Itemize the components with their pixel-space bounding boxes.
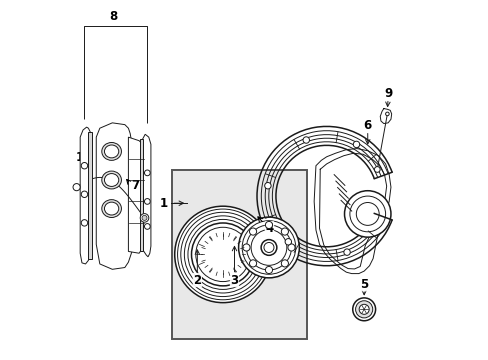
- Circle shape: [374, 167, 379, 172]
- Circle shape: [238, 217, 299, 278]
- Ellipse shape: [102, 200, 121, 217]
- Text: 8: 8: [109, 10, 117, 23]
- Polygon shape: [80, 127, 90, 264]
- Circle shape: [264, 183, 270, 189]
- Circle shape: [243, 244, 249, 251]
- Circle shape: [249, 228, 256, 235]
- Circle shape: [343, 249, 349, 255]
- Ellipse shape: [102, 143, 121, 160]
- Circle shape: [358, 304, 368, 314]
- Circle shape: [144, 199, 150, 204]
- Circle shape: [349, 196, 385, 232]
- Circle shape: [73, 184, 80, 191]
- Text: 5: 5: [359, 278, 367, 291]
- Ellipse shape: [104, 145, 119, 158]
- Polygon shape: [96, 123, 132, 269]
- Circle shape: [81, 220, 87, 226]
- Text: 1: 1: [160, 197, 168, 210]
- Circle shape: [144, 170, 150, 176]
- Circle shape: [261, 240, 276, 255]
- Circle shape: [355, 301, 372, 318]
- Circle shape: [142, 215, 147, 220]
- Circle shape: [249, 260, 256, 267]
- Ellipse shape: [104, 174, 119, 186]
- Text: 6: 6: [363, 119, 371, 132]
- Circle shape: [174, 206, 271, 303]
- Circle shape: [140, 213, 148, 222]
- Circle shape: [264, 243, 273, 252]
- Text: 9: 9: [383, 87, 391, 100]
- Circle shape: [356, 203, 378, 225]
- Text: 2: 2: [193, 274, 201, 287]
- Ellipse shape: [104, 202, 119, 215]
- Circle shape: [281, 260, 288, 267]
- Circle shape: [144, 224, 150, 229]
- Polygon shape: [313, 149, 390, 274]
- Circle shape: [265, 221, 272, 229]
- Text: 10: 10: [76, 151, 92, 165]
- Polygon shape: [142, 134, 151, 257]
- Text: 4: 4: [265, 222, 273, 235]
- Ellipse shape: [102, 171, 121, 189]
- Circle shape: [352, 298, 375, 321]
- Circle shape: [344, 191, 390, 237]
- Polygon shape: [140, 139, 143, 251]
- FancyBboxPatch shape: [171, 170, 306, 339]
- Text: 3: 3: [230, 274, 238, 287]
- Circle shape: [81, 191, 87, 198]
- Polygon shape: [88, 132, 91, 259]
- Circle shape: [285, 239, 291, 245]
- Circle shape: [303, 137, 309, 143]
- Circle shape: [352, 141, 359, 148]
- Circle shape: [385, 112, 388, 116]
- Circle shape: [81, 162, 87, 169]
- Polygon shape: [128, 137, 144, 253]
- Circle shape: [265, 266, 272, 274]
- Circle shape: [287, 244, 294, 251]
- Text: 7: 7: [131, 179, 140, 192]
- Circle shape: [281, 228, 288, 235]
